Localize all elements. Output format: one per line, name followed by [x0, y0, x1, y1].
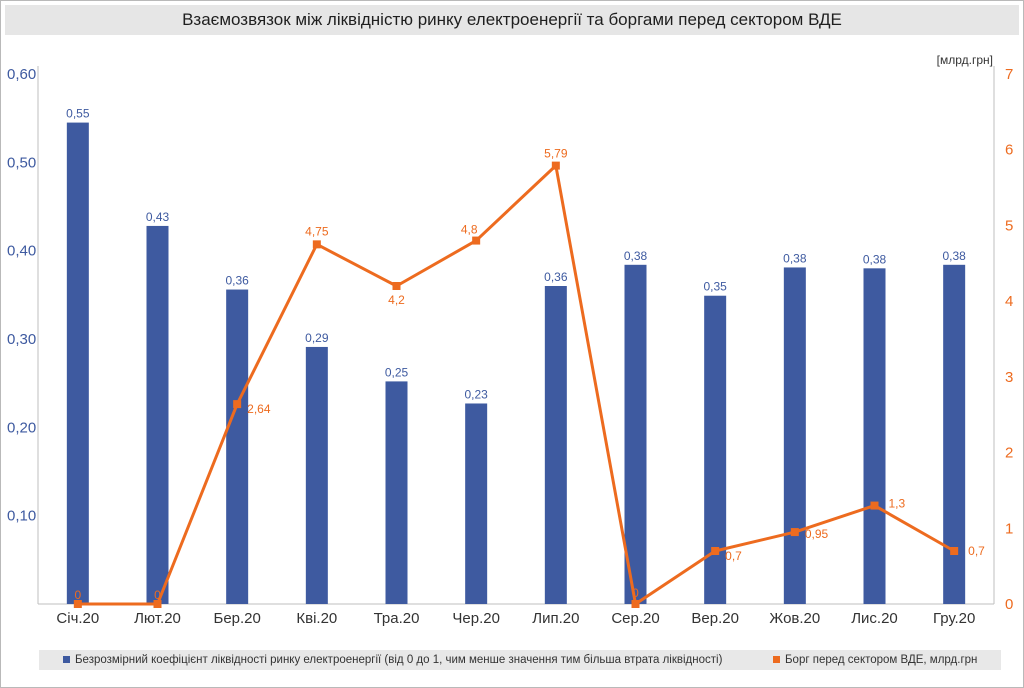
x-tick-label: Жов.20 [769, 610, 820, 627]
bar-value-label: 0,38 [942, 249, 966, 263]
bar-value-label: 0,43 [146, 210, 170, 224]
line-point-marker [73, 600, 82, 608]
line-point-marker [472, 236, 481, 245]
legend-label-liquidity: Безрозмірний коефіцієнт ліквідності ринк… [75, 654, 723, 666]
line-value-label: 0,7 [725, 549, 742, 563]
line-point-marker [950, 547, 959, 555]
left-tick-label: 0,10 [7, 508, 36, 525]
bar [863, 268, 886, 604]
bar [226, 289, 249, 604]
bar [66, 122, 89, 604]
line-point-marker [153, 600, 162, 608]
line-value-label: 0,7 [968, 544, 985, 558]
bar-value-label: 0,38 [624, 249, 648, 263]
debt-line [77, 164, 955, 606]
bar-series [66, 122, 966, 604]
right-tick-label: 3 [1005, 369, 1013, 386]
bar-value-label: 0,25 [385, 365, 409, 379]
title-bar: Взаємозвязок між ліквідністю ринку елект… [5, 5, 1019, 35]
x-tick-label: Лис.20 [851, 610, 898, 627]
legend-item-debt: Борг перед сектором ВДЕ, млрд.грн [773, 650, 977, 670]
line-point-marker [233, 400, 242, 409]
line-value-label: 5,79 [544, 147, 568, 161]
left-tick-label: 0,40 [7, 243, 36, 260]
line-value-labels: 0 0 2,64 4,75 4,2 4,8 5,79 0 0,7 0,95 1,3 0,7 [74, 147, 985, 602]
line-value-label: 4,75 [305, 224, 329, 238]
right-tick-label: 0 [1005, 596, 1013, 613]
line-series [77, 164, 955, 606]
right-tick-label: 2 [1005, 445, 1013, 462]
line-value-label: 0,95 [805, 527, 829, 541]
bar-value-label: 0,36 [544, 270, 568, 284]
line-point-marker [551, 161, 560, 170]
line-point-marker [631, 600, 640, 608]
bar [465, 403, 488, 604]
left-tick-label: 0,30 [7, 331, 36, 348]
bar-value-label: 0,36 [225, 274, 249, 288]
bar [146, 225, 169, 604]
bar [385, 381, 408, 604]
x-tick-label: Вер.20 [691, 610, 739, 627]
legend-swatch-line [773, 656, 780, 663]
bar-value-label: 0,35 [703, 280, 727, 294]
right-tick-label: 1 [1005, 520, 1013, 537]
x-tick-label: Лют.20 [134, 610, 181, 627]
line-value-label: 2,64 [247, 402, 271, 416]
legend: Безрозмірний коефіцієнт ліквідності ринк… [39, 650, 1001, 670]
line-value-label: 0 [154, 588, 161, 602]
x-tick-label: Чер.20 [452, 610, 500, 627]
line-point-marker [711, 547, 720, 555]
right-axis-tick-labels: 0 1 2 3 4 5 6 7 [1005, 66, 1013, 613]
line-value-label: 4,2 [388, 293, 405, 307]
line-point-marker [790, 528, 799, 537]
axes [37, 66, 995, 605]
bar-value-labels: 0,55 0,43 0,36 0,29 0,25 0,23 0,36 0,38 0,35 0,38… [66, 107, 966, 402]
left-tick-label: 0,60 [7, 66, 36, 83]
right-tick-label: 5 [1005, 217, 1013, 234]
legend-swatch-bar [63, 656, 70, 663]
bar [943, 264, 966, 604]
legend-item-liquidity: Безрозмірний коефіцієнт ліквідності ринк… [63, 650, 722, 670]
combo-chart: 0,55 0,43 0,36 0,29 0,25 0,23 0,36 0,38 0,35 0,38… [7, 53, 1013, 627]
x-tick-label: Лип.20 [532, 610, 579, 627]
line-point-marker [870, 501, 879, 510]
bar [624, 264, 647, 604]
bar-value-label: 0,38 [783, 251, 807, 265]
x-tick-label: Січ.20 [56, 610, 99, 627]
bar-value-label: 0,55 [66, 107, 90, 121]
x-tick-label: Гру.20 [933, 610, 975, 627]
x-tick-label: Сер.20 [611, 610, 659, 627]
x-tick-label: Кві.20 [296, 610, 337, 627]
x-tick-label: Тра.20 [374, 610, 420, 627]
line-value-label: 0 [632, 586, 639, 600]
bar-value-label: 0,38 [863, 252, 887, 266]
legend-label-debt: Борг перед сектором ВДЕ, млрд.грн [785, 654, 978, 666]
right-tick-label: 6 [1005, 142, 1013, 159]
chart-title: Взаємозвязок між ліквідністю ринку елект… [182, 10, 842, 29]
x-axis-tick-labels: Січ.20 Лют.20 Бер.20 Кві.20 Тра.20 Чер.20 Лип.… [56, 610, 975, 627]
left-tick-label: 0,20 [7, 419, 36, 436]
left-axis-tick-labels: 0,10 0,20 0,30 0,40 0,50 0,60 [7, 66, 36, 525]
bar-value-label: 0,23 [464, 387, 488, 401]
bar [305, 346, 328, 604]
right-tick-label: 4 [1005, 293, 1013, 310]
right-tick-label: 7 [1005, 66, 1013, 83]
bar [704, 295, 727, 604]
bar [544, 286, 567, 604]
line-value-label: 1,3 [889, 497, 906, 511]
line-value-label: 0 [74, 588, 81, 602]
line-point-marker [312, 240, 321, 249]
right-axis-unit-label: [млрд.грн] [937, 53, 993, 67]
left-tick-label: 0,50 [7, 154, 36, 171]
x-tick-label: Бер.20 [213, 610, 260, 627]
line-value-label: 4,8 [461, 223, 478, 237]
line-points [73, 161, 959, 608]
bar-value-label: 0,29 [305, 331, 329, 345]
bar [783, 267, 806, 604]
line-point-marker [392, 282, 401, 290]
